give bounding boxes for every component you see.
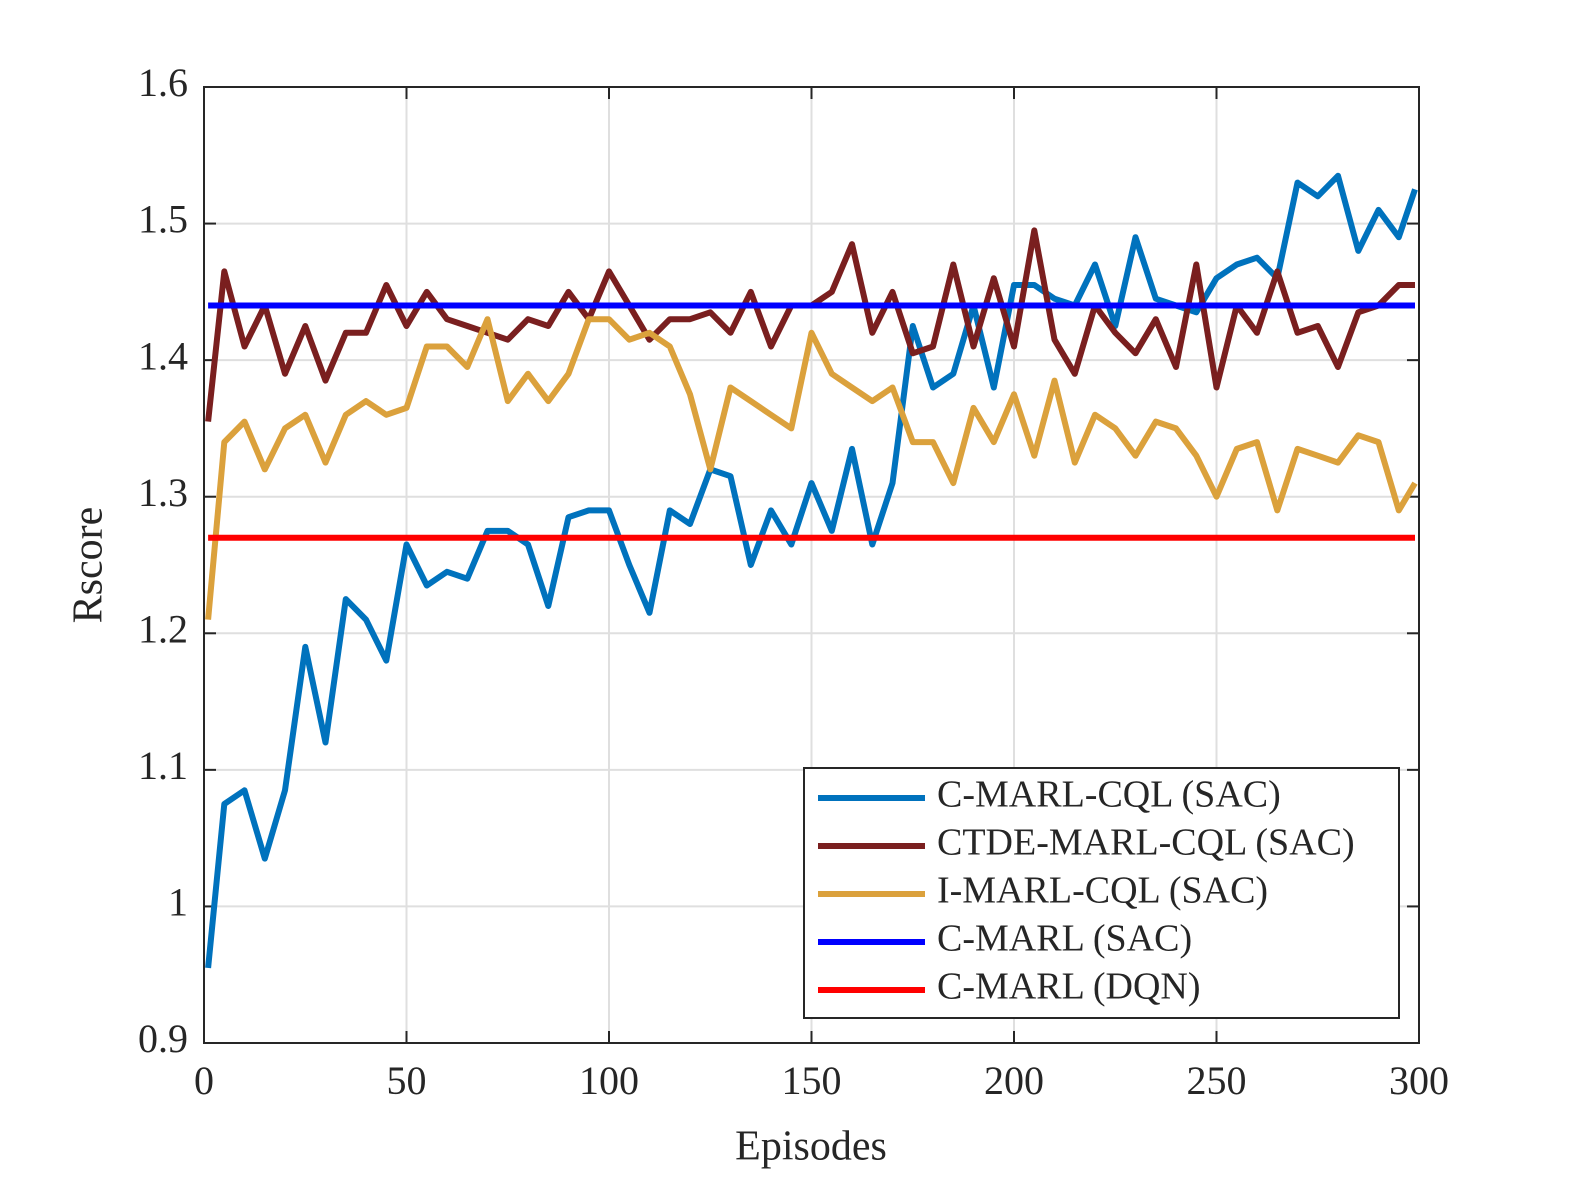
plot-frame bbox=[203, 86, 1420, 1044]
series-line bbox=[205, 172, 1418, 969]
legend-label: C-MARL (SAC) bbox=[937, 918, 1192, 960]
legend-label: C-MARL-CQL (SAC) bbox=[937, 774, 1281, 816]
legend: C-MARL-CQL (SAC) CTDE-MARL-CQL (SAC) I-MAR… bbox=[803, 767, 1400, 1019]
y-tick-label: 1 bbox=[168, 880, 188, 925]
y-tick-label: 1.3 bbox=[138, 470, 188, 515]
x-tick-label: 50 bbox=[387, 1058, 427, 1103]
x-tick-label: 300 bbox=[1389, 1058, 1449, 1103]
legend-label: C-MARL (DQN) bbox=[937, 966, 1201, 1008]
y-tick-label: 1.5 bbox=[138, 197, 188, 242]
x-tick-label: 150 bbox=[782, 1058, 842, 1103]
y-tick-label: 1.4 bbox=[138, 333, 188, 378]
y-tick-label: 1.1 bbox=[138, 743, 188, 788]
x-tick-label: 250 bbox=[1187, 1058, 1247, 1103]
y-tick-label: 0.9 bbox=[138, 1016, 188, 1061]
x-tick-label: 100 bbox=[579, 1058, 639, 1103]
y-tick-label: 1.6 bbox=[138, 60, 188, 105]
y-tick-label: 1.2 bbox=[138, 606, 188, 651]
x-tick-label: 0 bbox=[194, 1058, 214, 1103]
x-axis-label: Episodes bbox=[735, 1124, 887, 1170]
legend-label: CTDE-MARL-CQL (SAC) bbox=[937, 822, 1355, 864]
series-line bbox=[205, 316, 1418, 620]
y-axis-label: Rscore bbox=[66, 507, 112, 624]
legend-label: I-MARL-CQL (SAC) bbox=[937, 870, 1268, 912]
x-tick-label: 200 bbox=[984, 1058, 1044, 1103]
